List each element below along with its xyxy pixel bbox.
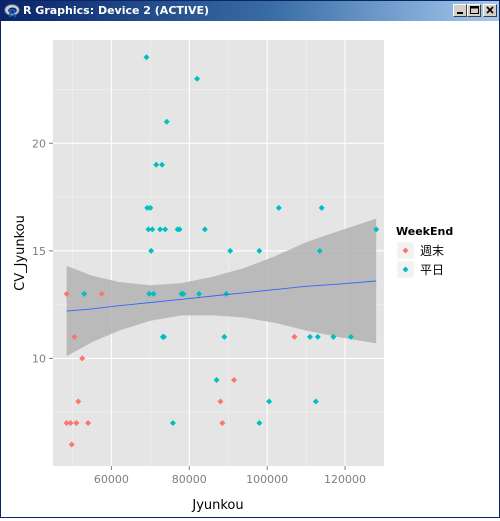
data-point <box>180 290 187 297</box>
maximize-button[interactable] <box>467 4 481 17</box>
data-point <box>160 333 167 340</box>
legend-key-marker <box>402 247 409 254</box>
close-button[interactable] <box>483 4 497 17</box>
data-point <box>201 226 208 233</box>
data-point <box>196 290 203 297</box>
window-title: R Graphics: Device 2 (ACTIVE) <box>23 4 210 17</box>
confidence-band <box>66 218 377 357</box>
data-point <box>275 204 282 211</box>
x-axis-title: Jyunkou <box>191 498 243 513</box>
data-point <box>256 247 263 254</box>
points-layer <box>63 54 380 448</box>
data-point <box>291 333 298 340</box>
data-point <box>266 398 273 405</box>
confidence-band-layer <box>66 218 377 357</box>
data-point <box>68 441 75 448</box>
regression-line <box>66 280 377 312</box>
data-point <box>67 419 74 426</box>
close-icon <box>486 6 494 14</box>
plot-area: 60000 80000 100000 120000 10 15 20 Jyunkou CV… <box>1 22 499 517</box>
data-point <box>314 333 321 340</box>
x-axis-ticks: 60000 80000 100000 120000 <box>94 466 366 486</box>
data-point <box>98 290 105 297</box>
y-tick-label: 10 <box>32 352 46 365</box>
data-point <box>81 290 88 297</box>
legend-key-marker <box>402 266 409 273</box>
maximize-icon <box>470 6 479 14</box>
data-point <box>217 398 224 405</box>
data-point <box>227 247 234 254</box>
data-point <box>231 376 238 383</box>
data-point <box>153 161 160 168</box>
r-logo-icon: R <box>4 3 20 20</box>
data-point <box>148 247 155 254</box>
data-point <box>307 333 314 340</box>
data-point <box>63 419 70 426</box>
y-axis-ticks: 10 15 20 <box>32 137 53 365</box>
minimize-icon <box>457 12 463 14</box>
x-tick-label: 120000 <box>324 473 366 486</box>
data-point <box>143 54 150 61</box>
data-point <box>219 419 226 426</box>
x-tick-label: 80000 <box>172 473 207 486</box>
data-point <box>75 398 82 405</box>
y-tick-label: 20 <box>32 137 46 150</box>
data-point <box>162 226 169 233</box>
scatter-chart: 60000 80000 100000 120000 10 15 20 Jyunkou CV… <box>13 40 453 513</box>
fit-line-layer <box>66 280 377 312</box>
data-point <box>223 290 230 297</box>
data-point <box>73 419 80 426</box>
data-point <box>194 75 201 82</box>
title-bar[interactable]: R R Graphics: Device 2 (ACTIVE) <box>1 1 499 21</box>
minimize-button[interactable] <box>453 4 467 17</box>
data-point <box>169 419 176 426</box>
data-point <box>163 118 170 125</box>
data-point <box>71 333 78 340</box>
data-point <box>147 204 154 211</box>
legend-title: WeekEnd <box>396 225 453 238</box>
data-point <box>318 204 325 211</box>
legend-label: 週末 <box>420 244 444 258</box>
legend-label: 平日 <box>420 263 444 277</box>
y-axis-title: CV_Jyunkou <box>13 215 28 291</box>
svg-text:R: R <box>8 7 17 19</box>
data-point <box>149 226 156 233</box>
x-tick-label: 60000 <box>94 473 129 486</box>
data-point <box>63 290 70 297</box>
data-point <box>221 333 228 340</box>
data-point <box>146 290 153 297</box>
data-point <box>159 161 166 168</box>
data-point <box>316 247 323 254</box>
data-point <box>85 419 92 426</box>
data-point <box>312 398 319 405</box>
data-point <box>150 290 157 297</box>
data-point <box>145 226 152 233</box>
data-point <box>144 204 151 211</box>
data-point <box>157 226 164 233</box>
data-point <box>176 226 183 233</box>
data-point <box>373 226 380 233</box>
data-point <box>213 376 220 383</box>
x-tick-label: 100000 <box>246 473 288 486</box>
data-point <box>79 355 86 362</box>
data-point <box>256 419 263 426</box>
data-point <box>347 333 354 340</box>
y-tick-label: 15 <box>32 245 46 258</box>
data-point <box>330 333 337 340</box>
